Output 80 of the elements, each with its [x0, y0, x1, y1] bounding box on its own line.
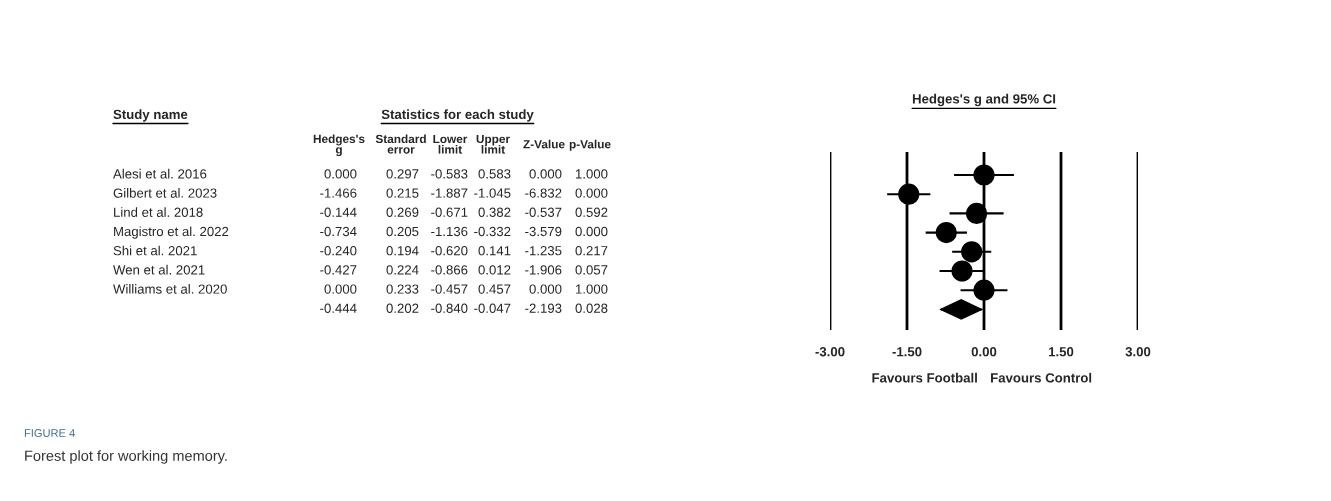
x-tick-label: 3.00: [1125, 347, 1151, 357]
text: 0.202: [386, 303, 419, 313]
text: -0.457: [431, 284, 468, 294]
category-label: Alesi et al. 2016: [113, 168, 207, 179]
text: Statistics for each study: [381, 109, 534, 122]
text: 0.457: [478, 284, 511, 294]
text: 0.269: [386, 207, 419, 217]
category-label: Hedges's g: [313, 134, 365, 157]
text: 0.224: [386, 265, 419, 275]
point: [966, 202, 988, 225]
point: [961, 241, 983, 263]
category-label: p-Value: [569, 139, 611, 151]
text: 1.000: [575, 284, 608, 294]
text: 0.057: [575, 265, 608, 275]
x-tick-label: -3.00: [815, 347, 845, 357]
text: -3.579: [525, 226, 562, 237]
text: 0.000: [324, 169, 357, 179]
category-label: Gilbert et al. 2023: [113, 188, 217, 198]
category-label: Z-Value: [523, 139, 565, 149]
category-label: Magistro et al. 2022: [114, 226, 229, 239]
point: [973, 279, 995, 301]
text: 0.205: [386, 226, 419, 237]
text: -1.045: [474, 188, 511, 198]
text: -1.235: [525, 246, 562, 256]
text: 0.194: [386, 246, 419, 256]
point: [973, 164, 995, 186]
text: -0.240: [320, 246, 357, 256]
text: 1.000: [575, 169, 608, 179]
text: 0.297: [386, 169, 419, 179]
text: -0.537: [525, 207, 562, 217]
text: 0.000: [575, 226, 608, 237]
text: 0.217: [575, 246, 608, 256]
text: 0.583: [478, 169, 511, 179]
text: -0.866: [431, 265, 468, 275]
text: -1.466: [320, 188, 357, 198]
category-label: Standard error: [375, 134, 426, 154]
category-label: Williams et al. 2020: [113, 284, 227, 294]
text: 0.233: [386, 284, 419, 294]
text: -0.047: [474, 303, 511, 313]
category-label: Lower limit: [433, 134, 468, 154]
text: Study name: [113, 109, 188, 122]
point: [935, 221, 957, 244]
text: 0.000: [324, 284, 357, 294]
text: 0.012: [478, 265, 511, 275]
text: 0.215: [386, 188, 419, 198]
category-label: Lind et al. 2018: [114, 207, 203, 217]
x-tick-label: -1.50: [892, 347, 922, 357]
text: -0.671: [431, 207, 468, 217]
text: 0.000: [575, 188, 608, 198]
text: 0.382: [478, 207, 511, 217]
text: -0.620: [431, 246, 468, 256]
category-label: Wen et al. 2021: [113, 264, 205, 275]
text: -0.734: [320, 226, 357, 237]
text: 0.592: [575, 207, 608, 217]
point: [951, 260, 973, 282]
text: -0.427: [320, 265, 357, 275]
text: -2.193: [525, 303, 562, 313]
text: Favours Football: [872, 372, 977, 383]
text: -0.144: [320, 207, 357, 217]
point: [898, 183, 920, 205]
chart-title: Hedges's g and 95% CI: [912, 93, 1056, 107]
text: -0.444: [320, 303, 357, 313]
text: -1.887: [431, 188, 468, 198]
text: -1.906: [525, 265, 562, 275]
category-label: Shi et al. 2021: [113, 245, 197, 256]
x-tick-label: 1.50: [1048, 347, 1074, 357]
text: 0.000: [529, 284, 562, 294]
text: Forest plot for working memory.: [25, 450, 227, 464]
x-tick-label: 0.00: [971, 347, 997, 357]
text: -0.332: [474, 226, 511, 237]
text: -6.832: [525, 188, 562, 198]
caption: FIGURE 4: [24, 429, 75, 437]
category-label: Upper limit: [476, 134, 510, 154]
text: 0.141: [478, 246, 511, 256]
text: 0.000: [529, 169, 562, 179]
text: -0.840: [431, 303, 468, 313]
text: -1.136: [431, 226, 468, 237]
text: 0.028: [575, 303, 608, 313]
text: -0.583: [431, 169, 468, 179]
text: Favours Control: [991, 372, 1092, 383]
